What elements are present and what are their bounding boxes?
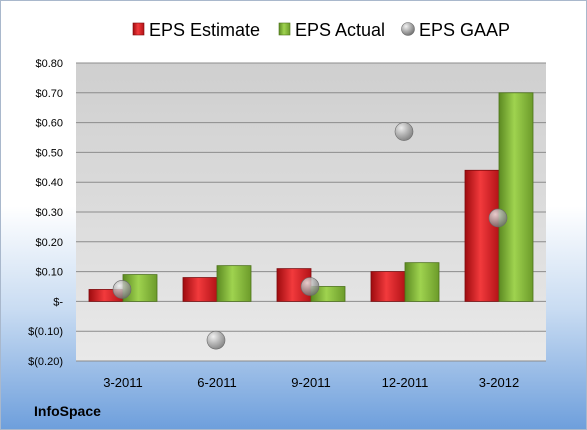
gaap-marker [206, 330, 226, 350]
legend-label: EPS Estimate [149, 20, 260, 40]
y-tick-label: $- [53, 296, 63, 308]
y-tick-label: $0.60 [35, 118, 63, 130]
legend-label: EPS GAAP [419, 20, 510, 40]
estimate-bar [370, 271, 406, 302]
y-tick-label: $0.40 [35, 177, 63, 189]
x-axis-labels: 3-2011 6-2011 9-2011 12-2011 3-2012 [103, 375, 519, 390]
y-tick-label: $0.70 [35, 88, 63, 100]
y-tick-label: $0.10 [35, 267, 63, 279]
company-label: InfoSpace [34, 403, 101, 419]
y-tick-label: $0.80 [35, 58, 63, 70]
gaap-markers [112, 122, 508, 350]
x-tick-label: 3-2011 [103, 375, 143, 390]
y-tick-label: $0.30 [35, 207, 63, 219]
x-tick-label: 12-2011 [382, 375, 429, 390]
actual-bar [498, 92, 534, 302]
gaap-marker [394, 122, 414, 141]
legend-actual-icon [278, 22, 291, 36]
legend: EPS Estimate EPS Actual EPS GAAP [132, 20, 510, 40]
bars [88, 92, 534, 302]
actual-bar [216, 265, 252, 302]
y-tick-label: $(0.20) [28, 356, 63, 368]
y-tick-label: $(0.10) [28, 326, 63, 338]
gaap-marker [488, 208, 508, 228]
x-tick-label: 3-2012 [479, 375, 519, 390]
x-tick-label: 9-2011 [291, 375, 331, 390]
estimate-bar [182, 277, 218, 302]
legend-estimate-icon [132, 22, 145, 36]
y-tick-label: $0.20 [35, 237, 63, 249]
legend-gaap-icon [401, 22, 415, 36]
actual-bar [404, 262, 440, 302]
y-tick-label: $0.50 [35, 147, 63, 159]
x-tick-label: 6-2011 [197, 375, 237, 390]
gaap-marker [300, 277, 320, 296]
estimate-bar [464, 169, 500, 302]
y-axis-labels: $0.80 $0.70 $0.60 $0.50 $0.40 $0.30 $0.20 $0.10… [28, 58, 63, 368]
legend-label: EPS Actual [295, 20, 385, 40]
gaap-marker [112, 280, 132, 299]
